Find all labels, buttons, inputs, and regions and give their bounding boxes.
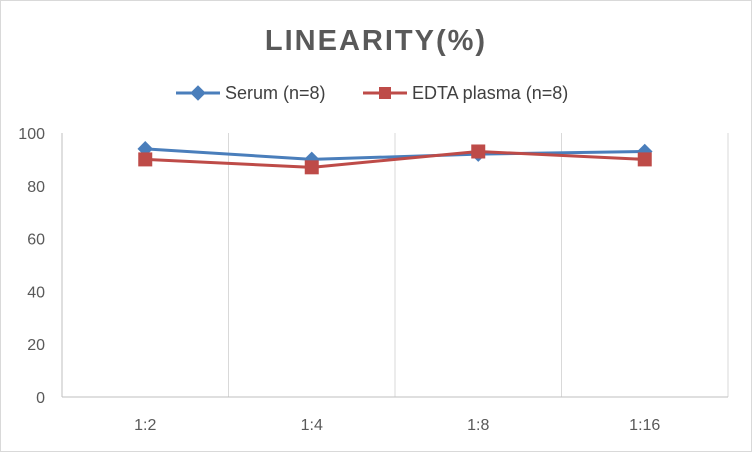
y-tick-label-20: 20 — [27, 337, 45, 354]
data-point-edta-plasma-n-8-1 — [304, 160, 319, 175]
legend-item-serum: Serum (n=8) — [176, 83, 326, 103]
legend-item-edta-plasma: EDTA plasma (n=8) — [363, 83, 568, 103]
series-line-edta-plasma-n-8 — [145, 149, 645, 169]
legend-marker-edta-plasma — [379, 87, 391, 99]
series-line-serum-n-8 — [145, 147, 645, 161]
y-tick-label-100: 100 — [18, 126, 45, 143]
data-point-edta-plasma-n-8-0 — [138, 152, 153, 167]
x-tick-label-1-16: 1:16 — [629, 417, 660, 434]
legend-label-edta-plasma: EDTA plasma (n=8) — [412, 83, 568, 103]
y-tick-label-60: 60 — [27, 232, 45, 249]
y-tick-label-0: 0 — [36, 390, 45, 407]
data-point-edta-plasma-n-8-2 — [471, 144, 486, 159]
legend-label-serum: Serum (n=8) — [225, 83, 326, 103]
y-tick-label-40: 40 — [27, 284, 45, 301]
legend: Serum (n=8) EDTA plasma (n=8) — [176, 83, 568, 103]
plot-area: 0 20 40 60 80 100 1:2 1:4 1:8 1:16 — [18, 126, 729, 434]
y-tick-label-80: 80 — [27, 179, 45, 196]
data-point-edta-plasma-n-8-3 — [637, 152, 652, 167]
chart-title: LINEARITY(%) — [265, 25, 487, 57]
legend-marker-serum — [190, 85, 206, 101]
x-tick-label-1-2: 1:2 — [134, 417, 156, 434]
x-tick-label-1-4: 1:4 — [301, 417, 323, 434]
x-tick-label-1-8: 1:8 — [467, 417, 489, 434]
